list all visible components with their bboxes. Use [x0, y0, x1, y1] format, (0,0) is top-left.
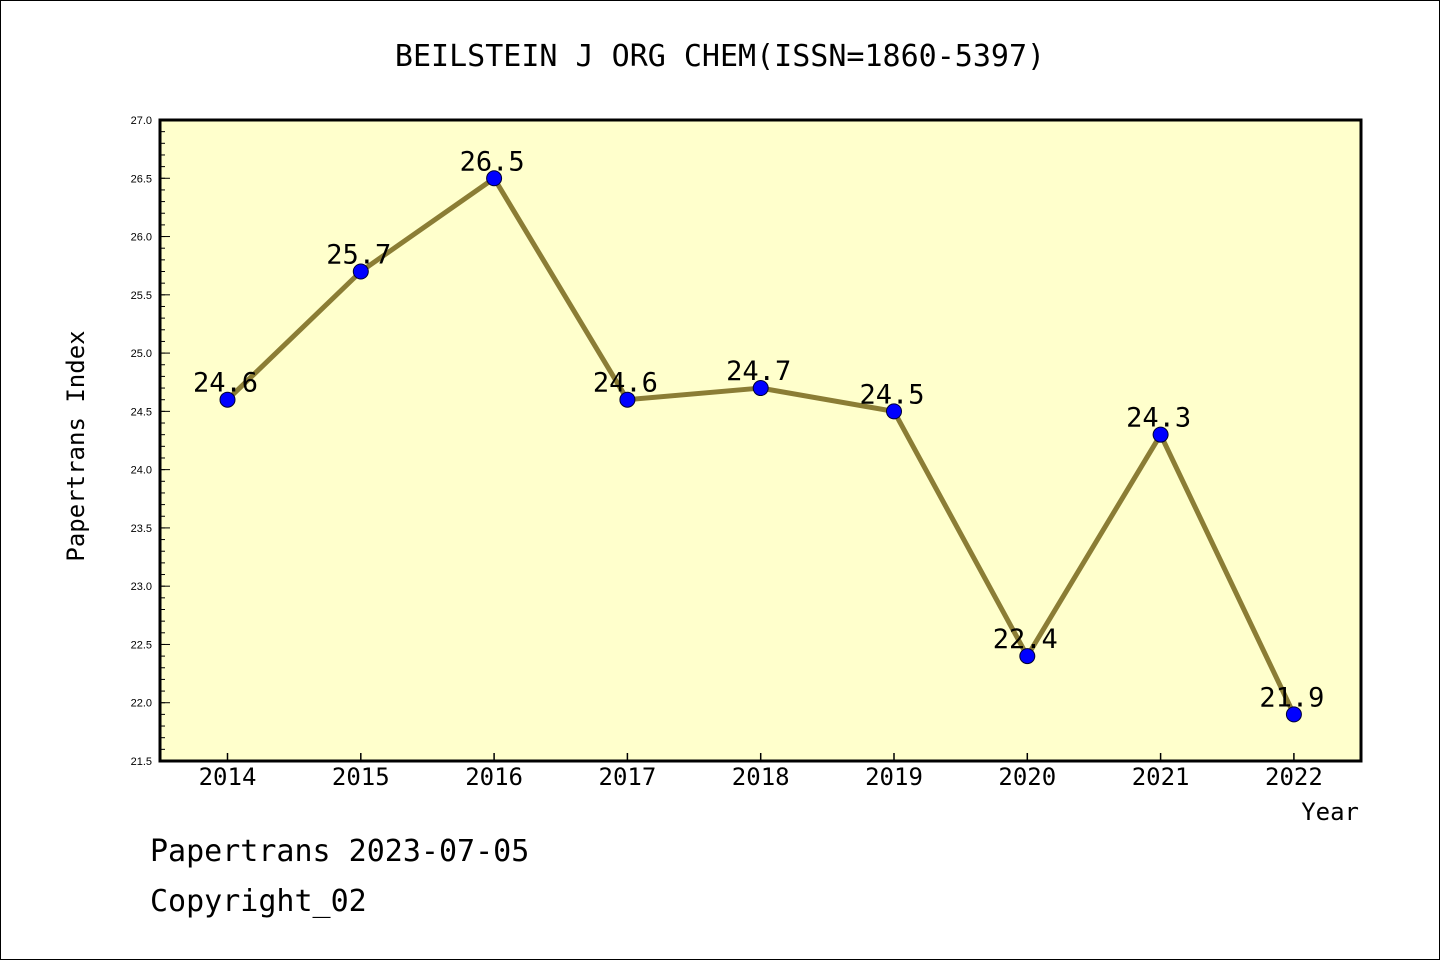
y-tick-label: 26.0: [131, 232, 152, 244]
footer-copyright: Copyright_02: [150, 884, 367, 919]
data-point: [752, 380, 769, 397]
data-point: [1152, 426, 1169, 443]
data-label: 21.9: [1259, 682, 1324, 713]
y-tick-label: 23.0: [131, 581, 152, 593]
x-tick-label: 2014: [199, 763, 257, 791]
x-tick-label: 2019: [865, 763, 923, 791]
data-label: 24.5: [859, 379, 924, 410]
data-point: [486, 170, 503, 187]
data-label: 24.6: [593, 368, 658, 399]
y-axis-title: Papertrans Index: [62, 330, 90, 561]
y-tick-label: 26.5: [131, 173, 152, 185]
y-tick-label: 24.0: [131, 465, 152, 477]
y-tick-label: 23.5: [131, 523, 152, 535]
x-tick-label: 2016: [465, 763, 523, 791]
x-axis: 2014 2015 2016 2017 2018 2019 2020 2021 2022: [199, 753, 1323, 791]
x-axis-title: Year: [1301, 798, 1359, 826]
y-tick-label: 25.5: [131, 290, 152, 302]
plot-area: [160, 120, 1361, 761]
x-tick-label: 2020: [998, 763, 1056, 791]
data-point: [352, 263, 369, 280]
data-point: [219, 391, 236, 408]
data-point: [1285, 706, 1302, 723]
y-tick-label: 22.5: [131, 639, 152, 651]
x-tick-label: 2017: [599, 763, 657, 791]
y-tick-label: 22.0: [131, 698, 152, 710]
x-tick-label: 2018: [732, 763, 790, 791]
data-label: 26.5: [460, 146, 525, 177]
series-layer: [219, 170, 1302, 723]
data-label: 22.4: [993, 624, 1058, 655]
y-tick-label: 21.5: [131, 756, 152, 768]
y-tick-label: 25.0: [131, 348, 152, 360]
data-labels: 24.6 25.7 26.5 24.6 24.7 24.5 22.4 24.3 21.9: [193, 146, 1324, 713]
y-tick-label: 27.0: [131, 115, 152, 127]
data-point: [619, 391, 636, 408]
x-tick-label: 2022: [1265, 763, 1323, 791]
x-tick-label: 2021: [1132, 763, 1190, 791]
y-axis: 21.5 22.0 22.5 23.0 23.5 24.0 24.5 25.0 25.5 26.0…: [131, 115, 170, 768]
data-point: [886, 403, 902, 420]
y-tick-label: 24.5: [131, 406, 152, 418]
plot-border: [158, 118, 1363, 763]
data-label: 25.7: [326, 240, 391, 271]
chart-title: BEILSTEIN J ORG CHEM(ISSN=1860-5397): [395, 39, 1045, 74]
x-tick-label: 2015: [332, 763, 390, 791]
data-point: [1019, 648, 1036, 665]
data-label: 24.6: [193, 368, 258, 399]
footer-date: Papertrans 2023-07-05: [150, 834, 530, 869]
data-label: 24.3: [1126, 403, 1191, 434]
data-label: 24.7: [726, 356, 791, 387]
